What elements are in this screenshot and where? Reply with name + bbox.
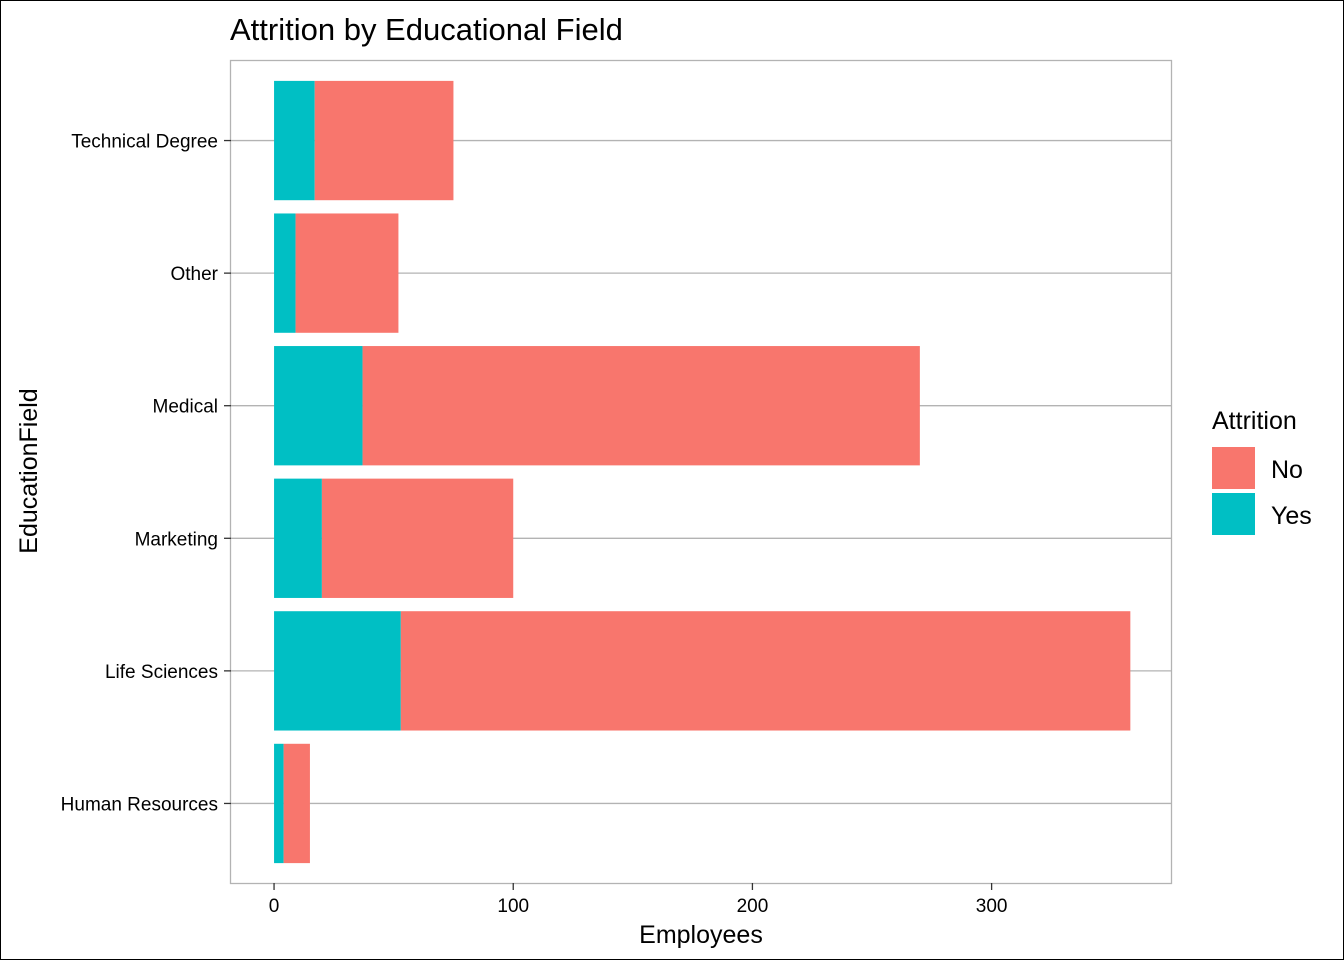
y-axis-ticks: Human Resources Life Sciences Marketing Med… [61,132,231,815]
bar-technical-degree-yes [274,80,315,201]
legend: Attrition No Yes [1212,407,1312,535]
x-axis-title: Employees [639,921,763,949]
bar-human-resources-no [283,743,310,864]
bar-marketing-yes [274,478,322,598]
bar-other-yes [274,213,296,333]
plot-panel-border [229,59,1173,885]
bar-medical-yes [274,346,363,466]
y-tick-label: Life Sciences [105,662,218,683]
bar-life-sciences-yes [274,611,401,731]
y-axis-title: EducationField [15,388,43,553]
x-tick-label: 0 [269,896,280,917]
legend-label-yes: Yes [1271,502,1312,530]
x-tick-label: 200 [737,896,769,917]
x-tick-label: 100 [497,896,529,917]
bar-human-resources-yes [274,743,284,864]
bar-life-sciences-no [400,611,1131,731]
bar-medical-no [362,346,920,466]
x-axis-ticks: 0 100 200 300 [269,883,1008,917]
y-tick-label: Other [170,264,218,285]
y-tick-label: Technical Degree [71,132,218,153]
y-tick-label: Human Resources [61,794,218,815]
legend-label-no: No [1271,456,1303,484]
legend-key-no [1212,447,1255,489]
legend-key-yes [1212,493,1255,535]
y-tick-label: Marketing [135,529,218,550]
bar-other-no [295,213,399,333]
legend-title: Attrition [1212,407,1297,435]
y-tick-label: Medical [153,397,218,418]
chart-title: Attrition by Educational Field [230,12,623,47]
x-tick-label: 300 [976,896,1008,917]
bars [274,80,1131,864]
bar-technical-degree-no [314,80,454,201]
bar-marketing-no [321,478,514,598]
